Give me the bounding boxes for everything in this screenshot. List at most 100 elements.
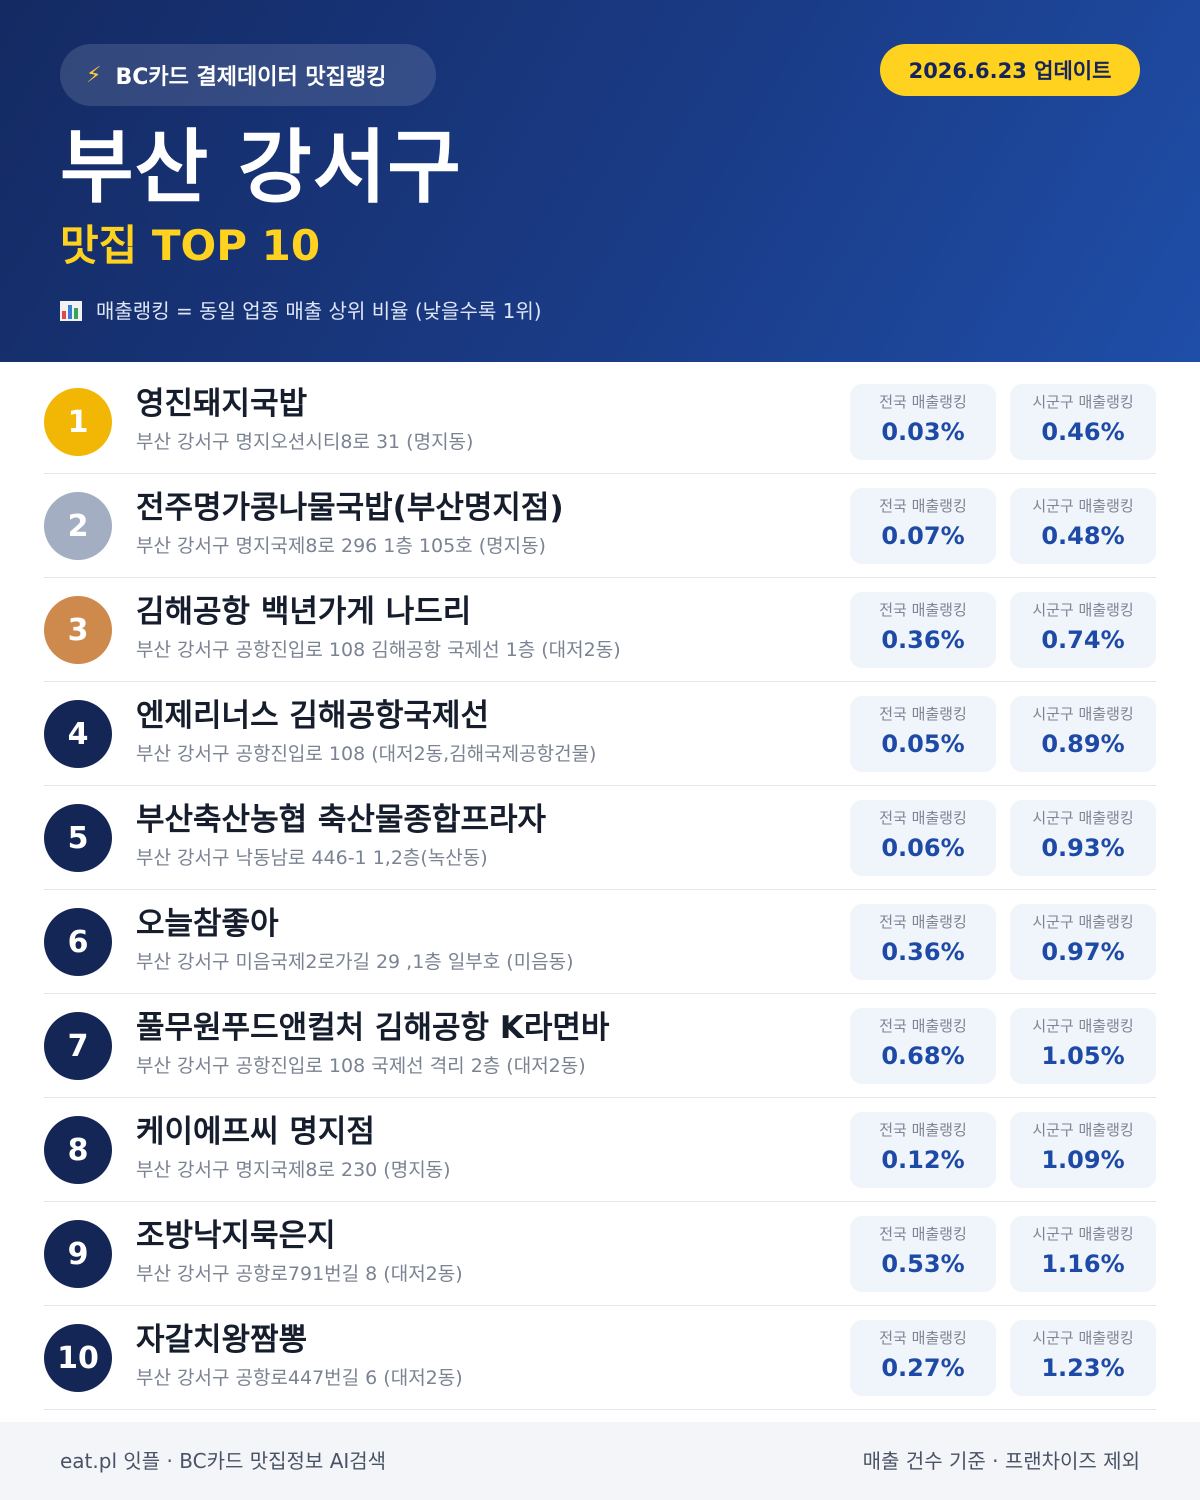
restaurant-name[interactable]: 김해공항 백년가게 나드리	[136, 594, 472, 630]
local-ranking-value: 0.46%	[1041, 418, 1125, 446]
national-ranking-value: 0.12%	[881, 1146, 965, 1174]
local-ranking-label: 시군구 매출랭킹	[1032, 705, 1134, 723]
local-ranking-box: 시군구 매출랭킹 0.48%	[1010, 488, 1156, 564]
national-ranking-label: 전국 매출랭킹	[879, 393, 967, 411]
restaurant-name[interactable]: 부산축산농협 축산물종합프라자	[136, 802, 547, 838]
list-item[interactable]: 2 전주명가콩나물국밥(부산명지점) 부산 강서구 명지국제8로 296 1층 10…	[44, 474, 1156, 578]
bar-chart-icon	[60, 301, 82, 321]
local-ranking-value: 0.48%	[1041, 522, 1125, 550]
local-ranking-box: 시군구 매출랭킹 0.89%	[1010, 696, 1156, 772]
local-ranking-label: 시군구 매출랭킹	[1032, 1017, 1134, 1035]
national-ranking-label: 전국 매출랭킹	[879, 497, 967, 515]
national-ranking-value: 0.03%	[881, 418, 965, 446]
source-badge: ⚡ BC카드 결제데이터 맛집랭킹	[60, 44, 436, 106]
national-ranking-value: 0.07%	[881, 522, 965, 550]
lightning-bolt-icon: ⚡	[86, 62, 102, 88]
local-ranking-label: 시군구 매출랭킹	[1032, 601, 1134, 619]
local-ranking-box: 시군구 매출랭킹 1.23%	[1010, 1320, 1156, 1396]
local-ranking-label: 시군구 매출랭킹	[1032, 1329, 1134, 1347]
national-ranking-label: 전국 매출랭킹	[879, 1225, 967, 1243]
local-ranking-value: 1.09%	[1041, 1146, 1125, 1174]
local-ranking-label: 시군구 매출랭킹	[1032, 809, 1134, 827]
restaurant-address: 부산 강서구 공항진입로 108 (대저2동,김해국제공항건물)	[136, 743, 597, 765]
local-ranking-box: 시군구 매출랭킹 0.74%	[1010, 592, 1156, 668]
local-ranking-value: 0.97%	[1041, 938, 1125, 966]
local-ranking-value: 1.23%	[1041, 1354, 1125, 1382]
restaurant-name[interactable]: 조방낙지묵은지	[136, 1218, 336, 1254]
national-ranking-label: 전국 매출랭킹	[879, 1329, 967, 1347]
restaurant-name[interactable]: 케이에프씨 명지점	[136, 1114, 375, 1150]
national-ranking-label: 전국 매출랭킹	[879, 601, 967, 619]
national-ranking-value: 0.06%	[881, 834, 965, 862]
restaurant-address: 부산 강서구 미음국제2로가길 29 ,1층 일부호 (미음동)	[136, 951, 574, 973]
rank-badge: 8	[44, 1116, 112, 1184]
footer-criteria: 매출 건수 기준 · 프랜차이즈 제외	[862, 1449, 1140, 1473]
national-ranking-box: 전국 매출랭킹 0.06%	[850, 800, 996, 876]
rank-badge: 3	[44, 596, 112, 664]
rank-badge: 7	[44, 1012, 112, 1080]
national-ranking-box: 전국 매출랭킹 0.03%	[850, 384, 996, 460]
local-ranking-label: 시군구 매출랭킹	[1032, 913, 1134, 931]
national-ranking-label: 전국 매출랭킹	[879, 913, 967, 931]
page-subtitle: 맛집 TOP 10	[60, 221, 321, 270]
list-item[interactable]: 9 조방낙지묵은지 부산 강서구 공항로791번길 8 (대저2동) 전국 매출랭킹 0…	[44, 1202, 1156, 1306]
rank-badge: 5	[44, 804, 112, 872]
ranking-note-text: 매출랭킹 = 동일 업종 매출 상위 비율 (낮을수록 1위)	[96, 299, 542, 323]
national-ranking-value: 0.36%	[881, 938, 965, 966]
local-ranking-box: 시군구 매출랭킹 1.16%	[1010, 1216, 1156, 1292]
restaurant-address: 부산 강서구 공항로791번길 8 (대저2동)	[136, 1263, 463, 1285]
restaurant-name[interactable]: 영진돼지국밥	[136, 386, 308, 422]
local-ranking-box: 시군구 매출랭킹 0.93%	[1010, 800, 1156, 876]
local-ranking-value: 0.74%	[1041, 626, 1125, 654]
national-ranking-label: 전국 매출랭킹	[879, 809, 967, 827]
rank-badge: 2	[44, 492, 112, 560]
local-ranking-label: 시군구 매출랭킹	[1032, 393, 1134, 411]
national-ranking-value: 0.05%	[881, 730, 965, 758]
local-ranking-value: 0.89%	[1041, 730, 1125, 758]
national-ranking-box: 전국 매출랭킹 0.05%	[850, 696, 996, 772]
restaurant-name[interactable]: 오늘참좋아	[136, 906, 279, 942]
restaurant-name[interactable]: 자갈치왕짬뽕	[136, 1322, 308, 1358]
local-ranking-box: 시군구 매출랭킹 0.46%	[1010, 384, 1156, 460]
restaurant-address: 부산 강서구 공항진입로 108 국제선 격리 2층 (대저2동)	[136, 1055, 586, 1077]
restaurant-address: 부산 강서구 낙동남로 446-1 1,2층(녹산동)	[136, 847, 488, 869]
national-ranking-box: 전국 매출랭킹 0.36%	[850, 592, 996, 668]
national-ranking-value: 0.27%	[881, 1354, 965, 1382]
local-ranking-label: 시군구 매출랭킹	[1032, 1121, 1134, 1139]
restaurant-address: 부산 강서구 명지국제8로 296 1층 105호 (명지동)	[136, 535, 546, 557]
source-badge-text: BC카드 결제데이터 맛집랭킹	[115, 65, 387, 90]
national-ranking-box: 전국 매출랭킹 0.12%	[850, 1112, 996, 1188]
local-ranking-box: 시군구 매출랭킹 1.05%	[1010, 1008, 1156, 1084]
national-ranking-value: 0.36%	[881, 626, 965, 654]
rank-badge: 6	[44, 908, 112, 976]
restaurant-name[interactable]: 풀무원푸드앤컬처 김해공항 K라면바	[136, 1010, 610, 1046]
restaurant-address: 부산 강서구 공항진입로 108 김해공항 국제선 1층 (대저2동)	[136, 639, 621, 661]
local-ranking-value: 0.93%	[1041, 834, 1125, 862]
national-ranking-value: 0.53%	[881, 1250, 965, 1278]
local-ranking-value: 1.05%	[1041, 1042, 1125, 1070]
page-title: 부산 강서구	[60, 121, 462, 214]
restaurant-name[interactable]: 전주명가콩나물국밥(부산명지점)	[136, 490, 564, 526]
local-ranking-box: 시군구 매출랭킹 0.97%	[1010, 904, 1156, 980]
national-ranking-label: 전국 매출랭킹	[879, 1017, 967, 1035]
rank-badge: 4	[44, 700, 112, 768]
rank-badge: 1	[44, 388, 112, 456]
restaurant-address: 부산 강서구 명지오션시티8로 31 (명지동)	[136, 431, 474, 453]
list-item[interactable]: 10 자갈치왕짬뽕 부산 강서구 공항로447번길 6 (대저2동) 전국 매출랭킹 0…	[44, 1306, 1156, 1410]
restaurant-name[interactable]: 엔제리너스 김해공항국제선	[136, 698, 490, 734]
ranking-note: 매출랭킹 = 동일 업종 매출 상위 비율 (낮을수록 1위)	[60, 296, 542, 326]
national-ranking-label: 전국 매출랭킹	[879, 705, 967, 723]
footer: eat.pl 잇플 · BC카드 맛집정보 AI검색 매출 건수 기준 · 프랜…	[0, 1422, 1200, 1500]
local-ranking-label: 시군구 매출랭킹	[1032, 497, 1134, 515]
national-ranking-box: 전국 매출랭킹 0.68%	[850, 1008, 996, 1084]
national-ranking-box: 전국 매출랭킹 0.36%	[850, 904, 996, 980]
restaurant-address: 부산 강서구 명지국제8로 230 (명지동)	[136, 1159, 451, 1181]
local-ranking-value: 1.16%	[1041, 1250, 1125, 1278]
